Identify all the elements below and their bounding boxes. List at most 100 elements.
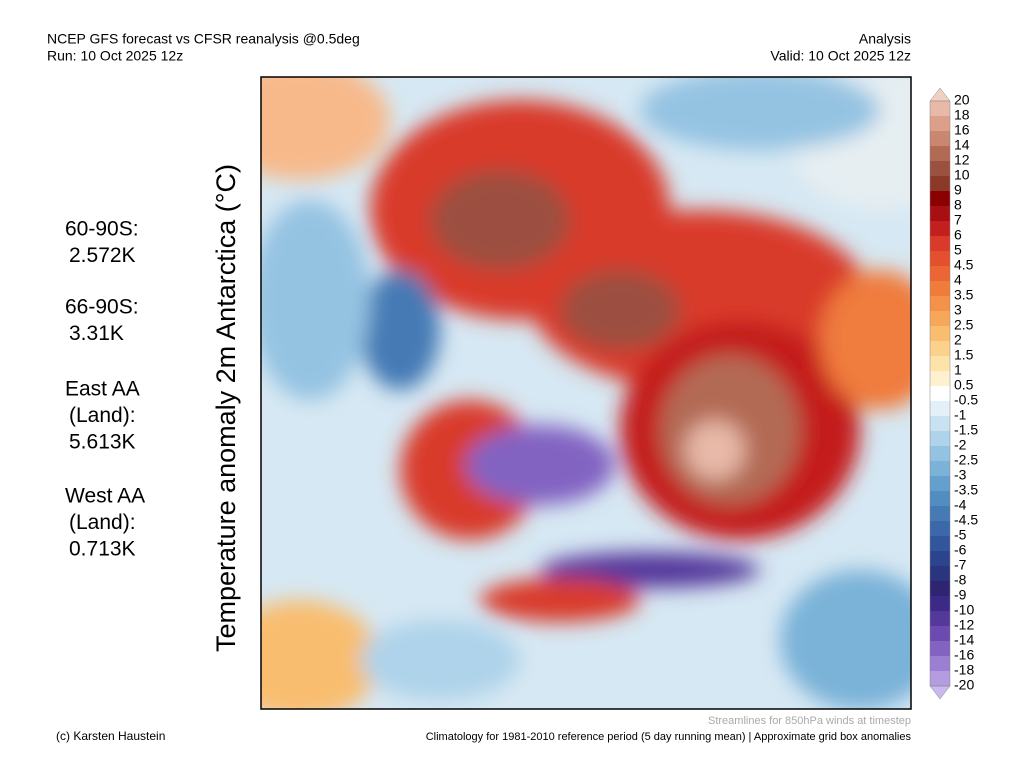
colorbar-label: -1 <box>954 407 967 423</box>
colorbar: 201816141210987654.543.532.521.510.5-0.5… <box>929 87 978 700</box>
colorbar-band <box>930 536 950 551</box>
colorbar-label: -2 <box>954 437 967 453</box>
stat-line: (Land): <box>69 404 136 427</box>
colorbar-label: -5 <box>954 527 967 543</box>
colorbar-band <box>930 206 950 221</box>
colorbar-label: 16 <box>954 122 970 138</box>
colorbar-band <box>930 551 950 566</box>
colorbar-label: -7 <box>954 557 967 573</box>
stat-line: 60-90S: <box>65 218 139 241</box>
colorbar-band <box>930 506 950 521</box>
colorbar-band <box>930 656 950 671</box>
colorbar-band <box>930 296 950 311</box>
colorbar-label: 18 <box>954 107 970 123</box>
stat-line: 66-90S: <box>65 296 139 319</box>
colorbar-label: 6 <box>954 227 962 243</box>
colorbar-band <box>930 416 950 431</box>
colorbar-label: 2.5 <box>954 317 974 333</box>
colorbar-label: 5 <box>954 242 962 258</box>
colorbar-band <box>930 446 950 461</box>
colorbar-band <box>930 611 950 626</box>
colorbar-band <box>930 371 950 386</box>
colorbar-label: 9 <box>954 182 962 198</box>
colorbar-band <box>930 476 950 491</box>
colorbar-label: -18 <box>954 662 974 678</box>
colorbar-label: -20 <box>954 677 974 693</box>
colorbar-label: -4 <box>954 497 967 513</box>
colorbar-band <box>930 221 950 236</box>
stat-line: 5.613K <box>69 431 136 454</box>
colorbar-label: 2 <box>954 332 962 348</box>
colorbar-label: -6 <box>954 542 967 558</box>
colorbar-band <box>930 116 950 131</box>
colorbar-label: -0.5 <box>954 392 978 408</box>
colorbar-label: -10 <box>954 602 974 618</box>
colorbar-band <box>930 401 950 416</box>
colorbar-band <box>930 131 950 146</box>
colorbar-band <box>930 431 950 446</box>
colorbar-band <box>930 566 950 581</box>
colorbar-band <box>930 521 950 536</box>
map <box>260 76 912 710</box>
colorbar-band <box>930 176 950 191</box>
stat-line: 2.572K <box>69 244 136 267</box>
credit: (c) Karsten Haustein <box>56 729 165 743</box>
colorbar-band <box>930 671 950 686</box>
colorbar-label: 8 <box>954 197 962 213</box>
colorbar-label: -9 <box>954 587 967 603</box>
colorbar-band <box>930 461 950 476</box>
colorbar-band <box>930 626 950 641</box>
colorbar-band <box>930 191 950 206</box>
colorbar-label: 7 <box>954 212 962 228</box>
stat-line: 3.31K <box>69 322 124 345</box>
colorbar-label: 4.5 <box>954 257 974 273</box>
colorbar-label: 1 <box>954 362 962 378</box>
stat-line: West AA <box>65 485 145 508</box>
colorbar-label: 20 <box>954 92 970 108</box>
colorbar-label: 12 <box>954 152 970 168</box>
stat-line: (Land): <box>69 511 136 534</box>
colorbar-band <box>930 146 950 161</box>
colorbar-frame <box>929 100 951 687</box>
colorbar-label: -14 <box>954 632 974 648</box>
colorbar-label: -4.5 <box>954 512 978 528</box>
colorbar-band <box>930 326 950 341</box>
run: Run: 10 Oct 2025 12z <box>47 48 183 64</box>
title: NCEP GFS forecast vs CFSR reanalysis @0.… <box>47 31 360 47</box>
colorbar-label: 1.5 <box>954 347 974 363</box>
colorbar-band <box>930 641 950 656</box>
colorbar-label: -2.5 <box>954 452 978 468</box>
colorbar-band <box>930 491 950 506</box>
colorbar-end <box>929 685 951 700</box>
colorbar-label: 4 <box>954 272 962 288</box>
colorbar-band <box>930 341 950 356</box>
colorbar-band <box>930 236 950 251</box>
colorbar-label: -3.5 <box>954 482 978 498</box>
colorbar-band <box>930 356 950 371</box>
axis-label: Temperature anomaly 2m Antarctica (°C) <box>211 164 241 652</box>
colorbar-label: -8 <box>954 572 967 588</box>
streamlines-note: Streamlines for 850hPa winds at timestep <box>708 715 911 727</box>
stat-line: East AA <box>65 378 140 401</box>
colorbar-band <box>930 266 950 281</box>
colorbar-label: -12 <box>954 617 974 633</box>
colorbar-label: -16 <box>954 647 974 663</box>
stat-line: 0.713K <box>69 538 136 561</box>
colorbar-label: 0.5 <box>954 377 974 393</box>
valid: Valid: 10 Oct 2025 12z <box>770 48 911 64</box>
colorbar-band <box>930 251 950 266</box>
colorbar-label: -3 <box>954 467 967 483</box>
colorbar-label: 3.5 <box>954 287 974 303</box>
colorbar-band <box>930 281 950 296</box>
climatology-note: Climatology for 1981-2010 reference peri… <box>426 731 912 743</box>
colorbar-band <box>930 386 950 401</box>
colorbar-band <box>930 311 950 326</box>
colorbar-label: 14 <box>954 137 970 153</box>
stats: 60-90S: 2.572K 66-90S: 3.31K East AA (Land): 5… <box>65 218 145 561</box>
colorbar-end <box>929 87 951 102</box>
colorbar-band <box>930 161 950 176</box>
colorbar-label: 3 <box>954 302 962 318</box>
colorbar-band <box>930 596 950 611</box>
analysis: Analysis <box>859 31 911 47</box>
